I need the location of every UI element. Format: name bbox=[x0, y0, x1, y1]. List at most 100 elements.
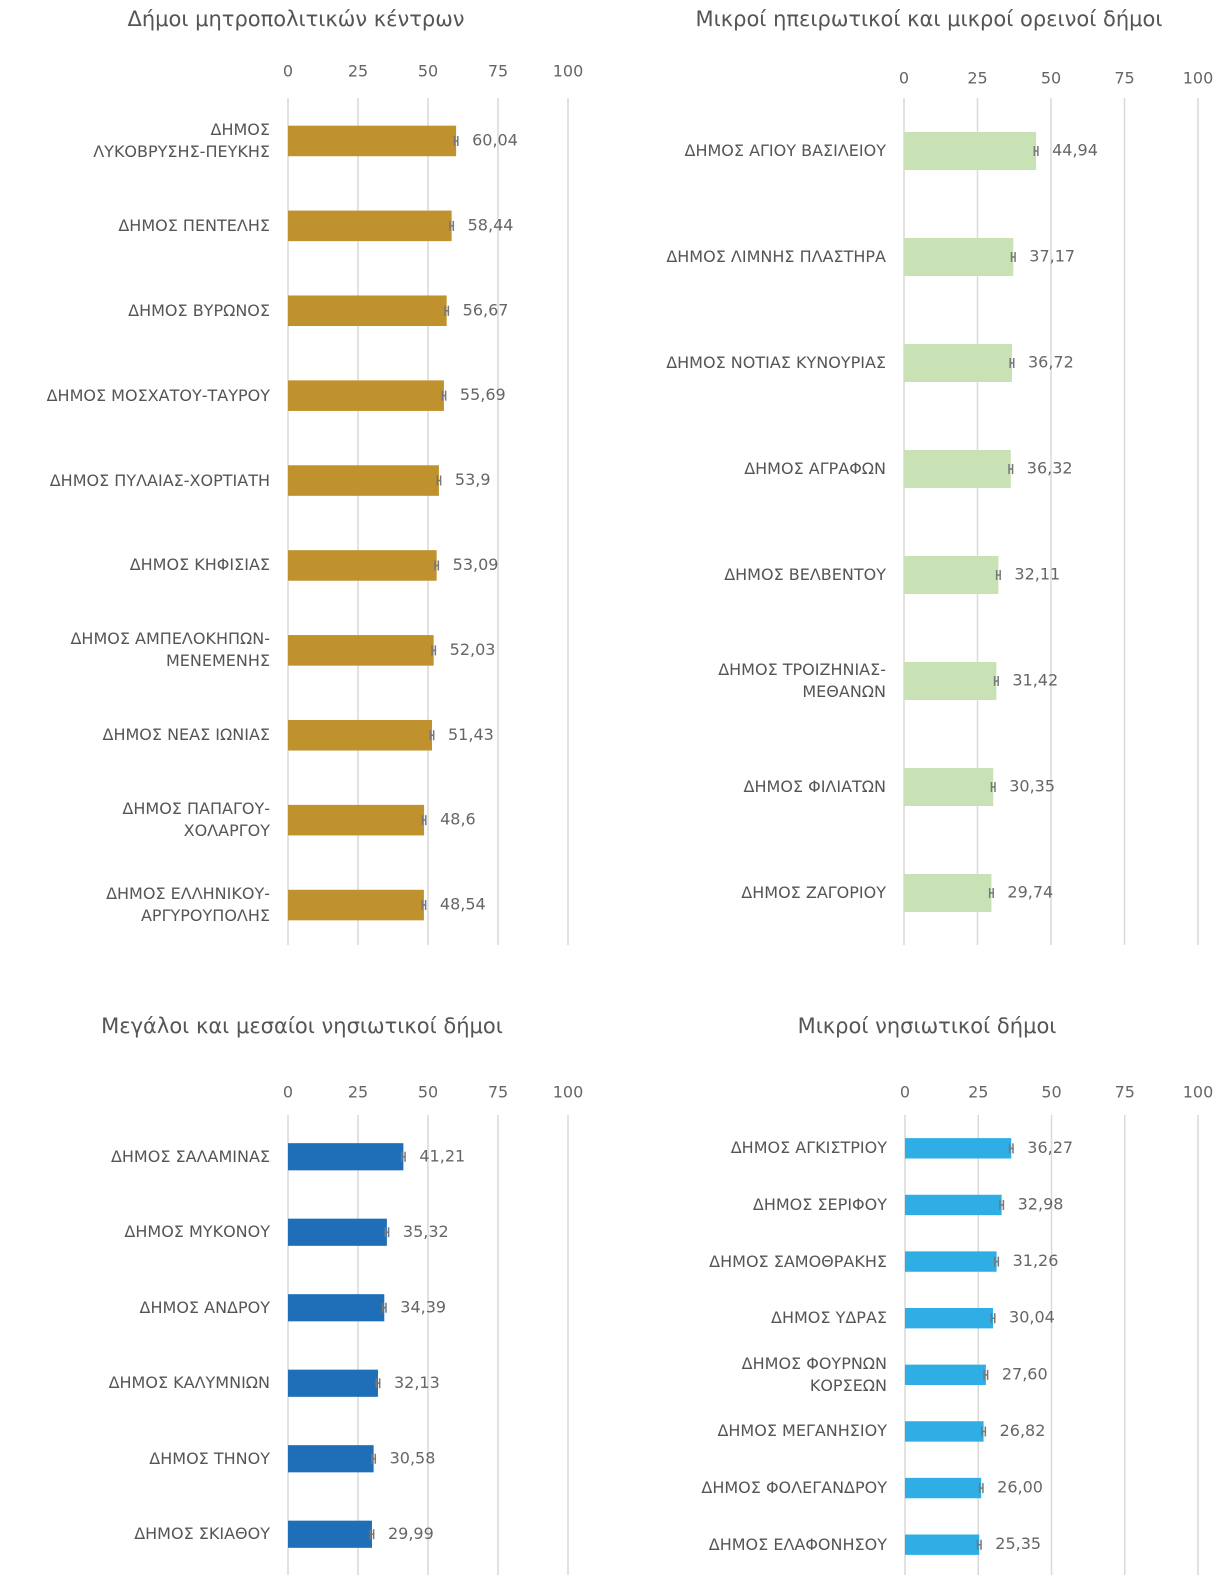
error-bar bbox=[976, 1539, 982, 1550]
bar bbox=[905, 1421, 984, 1442]
x-tick-label: 0 bbox=[283, 1083, 293, 1102]
x-tick-label: 100 bbox=[1183, 1083, 1214, 1102]
value-label: 37,17 bbox=[1029, 247, 1075, 266]
category-label: ΔΗΜΟΣ ΤΡΟΙΖΗΝΙΑΣ- ΜΕΘΑΝΩΝ bbox=[718, 660, 886, 701]
error-bar bbox=[1010, 252, 1016, 262]
category-label: ΔΗΜΟΣ ΣΑΜΟΘΡΑΚΗΣ bbox=[709, 1251, 887, 1271]
error-bar bbox=[400, 1151, 406, 1162]
category-label: ΔΗΜΟΣ ΤΗΝΟΥ bbox=[149, 1448, 270, 1468]
x-tick-label: 25 bbox=[967, 69, 987, 88]
bar bbox=[905, 1138, 1012, 1159]
bar bbox=[905, 1251, 997, 1272]
chart-title: Μικροί ηπειρωτικοί και μικροί ορεινοί δή… bbox=[696, 7, 1163, 31]
value-label: 41,21 bbox=[419, 1146, 465, 1165]
x-tick-label: 0 bbox=[283, 62, 293, 81]
value-label: 36,32 bbox=[1027, 459, 1073, 478]
bar bbox=[288, 1369, 378, 1397]
category-label: ΔΗΜΟΣ ΠΥΛΑΙΑΣ-ΧΟΡΤΙΑΤΗ bbox=[49, 470, 270, 490]
error-bar bbox=[421, 815, 427, 826]
value-label: 36,72 bbox=[1028, 353, 1074, 372]
bar bbox=[288, 1294, 385, 1322]
x-tick-label: 0 bbox=[899, 69, 909, 88]
bar bbox=[288, 719, 433, 751]
error-bar bbox=[369, 1529, 375, 1540]
category-label: ΔΗΜΟΣ ΝΟΤΙΑΣ ΚΥΝΟΥΡΙΑΣ bbox=[666, 353, 886, 372]
value-label: 48,6 bbox=[440, 810, 476, 829]
x-tick-label: 100 bbox=[553, 62, 584, 81]
error-bar bbox=[988, 888, 994, 898]
category-label: ΔΗΜΟΣ ΦΟΛΕΓΑΝΔΡΟΥ bbox=[701, 1478, 887, 1498]
x-tick-label: 0 bbox=[900, 1083, 910, 1102]
value-label: 58,44 bbox=[468, 215, 514, 234]
value-label: 32,98 bbox=[1018, 1194, 1064, 1213]
value-label: 34,39 bbox=[400, 1297, 446, 1316]
category-label: ΔΗΜΟΣ ΑΓΙΟΥ ΒΑΣΙΛΕΙΟΥ bbox=[684, 141, 887, 160]
error-bar bbox=[429, 730, 435, 741]
error-bar bbox=[999, 1199, 1005, 1210]
bar bbox=[905, 1477, 982, 1499]
bar bbox=[904, 238, 1014, 276]
bar bbox=[288, 295, 447, 327]
error-bar bbox=[453, 135, 459, 146]
error-bar bbox=[990, 1313, 996, 1324]
error-bar bbox=[1009, 358, 1015, 368]
x-tick-label: 75 bbox=[1114, 69, 1134, 88]
x-tick-label: 50 bbox=[418, 1083, 438, 1102]
value-label: 60,04 bbox=[472, 130, 518, 149]
x-tick-label: 75 bbox=[488, 62, 508, 81]
x-tick-label: 25 bbox=[348, 62, 368, 81]
bar bbox=[904, 768, 994, 806]
value-label: 52,03 bbox=[450, 640, 496, 659]
x-tick-label: 75 bbox=[1115, 1083, 1135, 1102]
error-bar bbox=[1008, 1143, 1014, 1154]
value-label: 31,42 bbox=[1012, 671, 1058, 690]
error-bar bbox=[381, 1302, 387, 1313]
category-label: ΔΗΜΟΣ ΑΓΡΑΦΩΝ bbox=[744, 459, 886, 478]
error-bar bbox=[434, 560, 440, 571]
chart-title: Μεγάλοι και μεσαίοι νησιωτικοί δήμοι bbox=[101, 1014, 503, 1038]
error-bar bbox=[995, 570, 1001, 580]
value-label: 30,58 bbox=[390, 1448, 436, 1467]
bar bbox=[904, 556, 999, 594]
category-label: ΔΗΜΟΣ ΣΑΛΑΜΙΝΑΣ bbox=[110, 1146, 270, 1166]
value-label: 53,09 bbox=[453, 555, 499, 574]
bar bbox=[288, 804, 425, 836]
bar bbox=[288, 1445, 374, 1473]
category-label: ΔΗΜΟΣ ΝΕΑΣ ΙΩΝΙΑΣ bbox=[102, 725, 270, 745]
value-label: 30,35 bbox=[1009, 777, 1055, 796]
x-tick-label: 75 bbox=[488, 1083, 508, 1102]
bar bbox=[905, 1194, 1002, 1216]
category-label: ΔΗΜΟΣ ΚΗΦΙΣΙΑΣ bbox=[129, 555, 270, 575]
chart-title: Μικροί νησιωτικοί δήμοι bbox=[798, 1014, 1057, 1038]
category-label: ΔΗΜΟΣ ΥΔΡΑΣ bbox=[771, 1308, 887, 1328]
value-label: 32,11 bbox=[1014, 565, 1060, 584]
category-label: ΔΗΜΟΣ ΜΥΚΟΝΟΥ bbox=[124, 1222, 270, 1242]
category-label: ΔΗΜΟΣ ΛΙΜΝΗΣ ΠΛΑΣΤΗΡΑ bbox=[666, 247, 886, 266]
error-bar bbox=[978, 1483, 984, 1494]
category-label: ΔΗΜΟΣ ΛΥΚΟΒΡΥΣΗΣ-ΠΕΥΚΗΣ bbox=[93, 119, 270, 161]
category-label: ΔΗΜΟΣ ΕΛΛΗΝΙΚΟΥ- ΑΡΓΥΡΟΥΠΟΛΗΣ bbox=[106, 884, 270, 926]
bar bbox=[288, 380, 444, 411]
category-label: ΔΗΜΟΣ ΕΛΑΦΟΝΗΣΟΥ bbox=[708, 1534, 887, 1554]
value-label: 30,04 bbox=[1009, 1308, 1055, 1327]
bar bbox=[905, 1534, 980, 1555]
bar bbox=[904, 132, 1037, 170]
value-label: 26,82 bbox=[1000, 1421, 1046, 1440]
value-label: 29,99 bbox=[388, 1524, 434, 1543]
value-label: 35,32 bbox=[403, 1222, 449, 1241]
bar bbox=[288, 210, 452, 242]
x-tick-label: 50 bbox=[1041, 1083, 1061, 1102]
category-label: ΔΗΜΟΣ ΣΚΙΑΘΟΥ bbox=[134, 1524, 270, 1544]
category-label: ΔΗΜΟΣ ΦΟΥΡΝΩΝ ΚΟΡΣΕΩΝ bbox=[741, 1353, 887, 1395]
bar bbox=[288, 635, 434, 666]
value-label: 29,74 bbox=[1007, 883, 1053, 902]
value-label: 56,67 bbox=[463, 300, 509, 319]
error-bar bbox=[983, 1369, 989, 1380]
error-bar bbox=[993, 676, 999, 686]
bar bbox=[904, 450, 1011, 488]
value-label: 31,26 bbox=[1013, 1251, 1059, 1270]
category-label: ΔΗΜΟΣ ΠΕΝΤΕΛΗΣ bbox=[118, 215, 270, 235]
bar bbox=[288, 550, 437, 581]
